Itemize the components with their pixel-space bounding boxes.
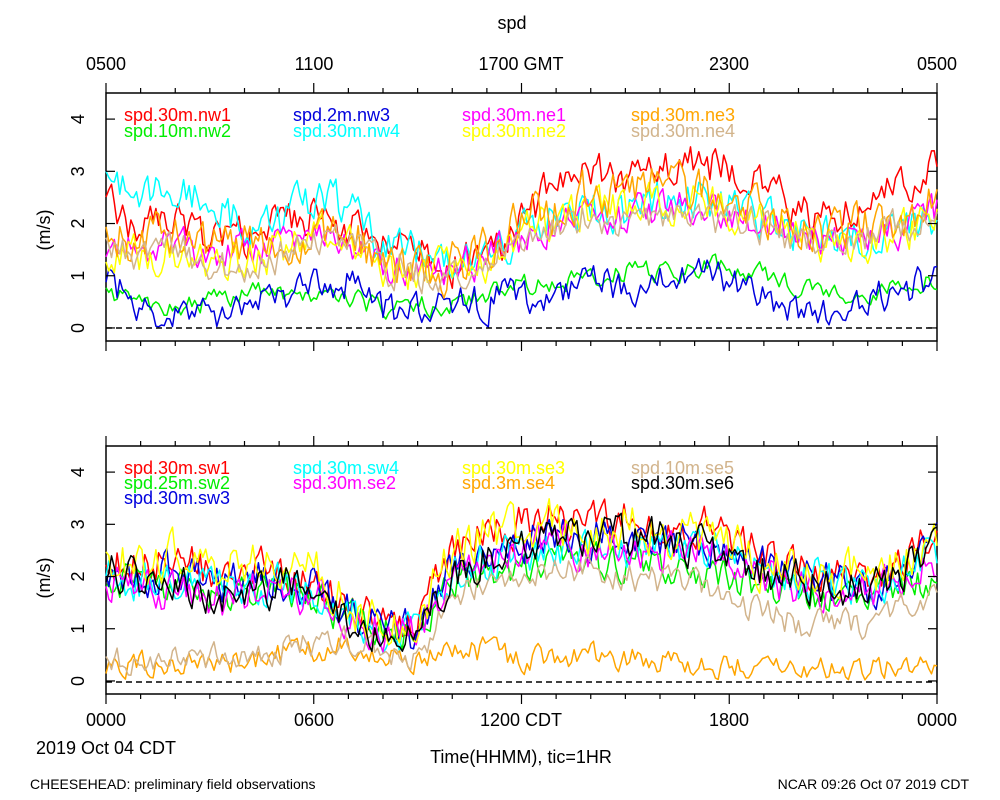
- y-tick-label: 1: [68, 271, 88, 281]
- top-tick-label: 1100: [295, 54, 334, 74]
- y-tick-label: 2: [68, 572, 88, 582]
- top-panel: (m/s) 0 1 2 3 4 spd.30m.nw1 spd.10m.nw2 spd.…: [34, 83, 938, 351]
- footer-right: NCAR 09:26 Oct 07 2019 CDT: [778, 776, 970, 792]
- top-tick-label: 2300: [709, 54, 749, 74]
- legend-entry-ne1: spd.30m.ne1: [462, 105, 566, 125]
- chart-title: spd: [497, 13, 526, 33]
- bottom-tick-label: 1800: [709, 710, 749, 730]
- bottom-tick-label: 1200 CDT: [480, 710, 562, 730]
- y-tick-label: 4: [68, 467, 88, 477]
- series-line-spd-30m-ne3: [105, 159, 938, 299]
- bottom-y-tick-labels: 0 1 2 3 4: [68, 467, 88, 686]
- top-y-tick-labels: 0 1 2 3 4: [68, 114, 88, 333]
- x-axis-label: Time(HHMM), tic=1HR: [430, 747, 612, 767]
- top-axis-ticks: [105, 83, 938, 351]
- top-series-lines: [105, 146, 938, 328]
- legend-entry-sw1: spd.30m.sw1: [124, 458, 230, 478]
- legend-entry-nw3: spd.2m.nw3: [293, 105, 390, 125]
- legend-entry-se4: spd.3m.se4: [462, 473, 555, 493]
- y-tick-label: 1: [68, 624, 88, 634]
- top-tick-label: 1700 GMT: [478, 54, 563, 74]
- bottom-tick-label: 0600: [294, 710, 334, 730]
- y-tick-label: 4: [68, 114, 88, 124]
- top-tick-label: 0500: [917, 54, 957, 74]
- legend-entry-se6: spd.30m.se6: [631, 473, 734, 493]
- legend-entry-ne4: spd.30m.ne4: [631, 121, 735, 141]
- legend-entry-ne2: spd.30m.ne2: [462, 121, 566, 141]
- bottom-axis-ticks: [105, 436, 938, 704]
- series-line-spd-3m-se4: [105, 636, 938, 681]
- series-line-spd-10m-se5: [105, 553, 938, 676]
- legend-entry-se2: spd.30m.se2: [293, 473, 396, 493]
- legend-entry-nw2: spd.10m.nw2: [124, 121, 231, 141]
- bottom-panel: (m/s) 0 1 2 3 4 spd.30m.sw1 spd.25m.sw2 spd.…: [34, 436, 938, 704]
- legend-entry-sw3: spd.30m.sw3: [124, 488, 230, 508]
- series-line-spd-30m-ne4: [105, 203, 938, 295]
- bottom-tick-label: 0000: [917, 710, 957, 730]
- top-panel-ylabel: (m/s): [34, 210, 54, 251]
- legend-entry-nw4: spd.30m.nw4: [293, 121, 400, 141]
- series-line-spd-2m-nw3: [105, 257, 938, 328]
- legend-entry-se5: spd.10m.se5: [631, 458, 734, 478]
- legend-entry-nw1: spd.30m.nw1: [124, 105, 231, 125]
- series-line-spd-30m-se3: [105, 498, 938, 646]
- series-line-spd-30m-se6: [105, 512, 938, 653]
- bottom-series-lines: [105, 498, 938, 681]
- legend-entry-sw4: spd.30m.sw4: [293, 458, 399, 478]
- series-line-spd-30m-nw1: [105, 146, 938, 290]
- series-line-spd-30m-se2: [105, 519, 938, 653]
- y-tick-label: 0: [68, 323, 88, 333]
- y-tick-label: 0: [68, 676, 88, 686]
- legend-entry-se3: spd.30m.se3: [462, 458, 565, 478]
- legend-entry-ne3: spd.30m.ne3: [631, 105, 735, 125]
- bottom-panel-ylabel: (m/s): [34, 558, 54, 599]
- date-label: 2019 Oct 04 CDT: [36, 738, 176, 758]
- y-tick-label: 3: [68, 166, 88, 176]
- series-line-spd-30m-ne2: [105, 181, 938, 291]
- y-tick-label: 2: [68, 219, 88, 229]
- legend-entry-sw2: spd.25m.sw2: [124, 473, 230, 493]
- footer-left: CHEESEHEAD: preliminary field observatio…: [30, 776, 316, 792]
- top-tick-label: 0500: [86, 54, 126, 74]
- series-line-spd-10m-nw2: [105, 253, 938, 320]
- bottom-tick-label: 0000: [86, 710, 126, 730]
- y-tick-label: 3: [68, 519, 88, 529]
